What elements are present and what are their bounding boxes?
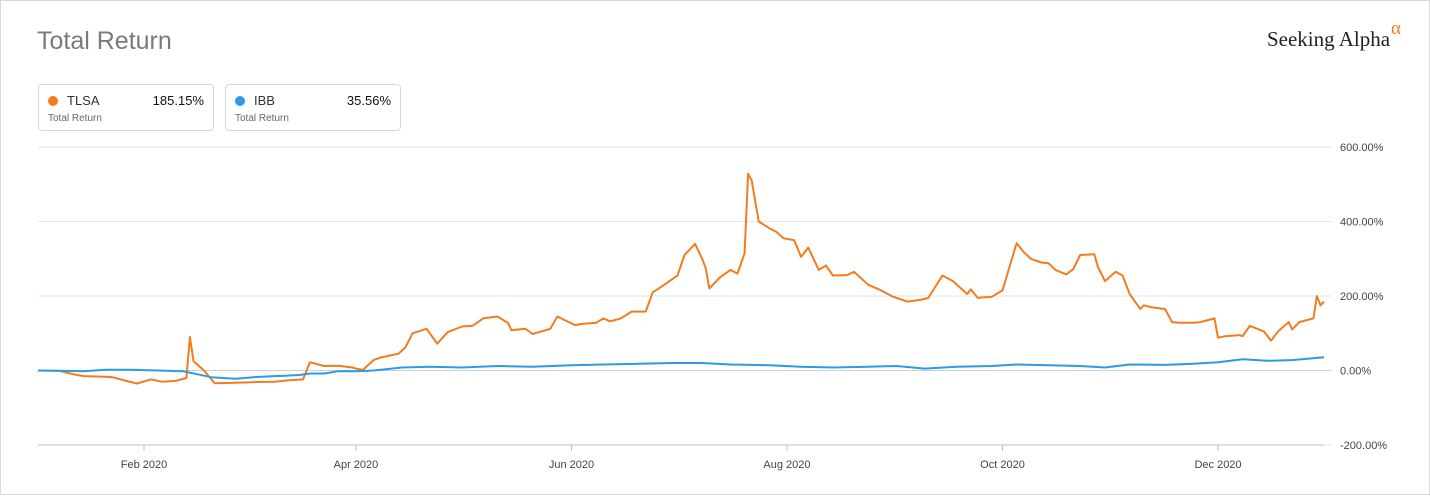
x-tick-label: Jun 2020 (549, 459, 594, 471)
y-tick-label: 400.00% (1340, 217, 1384, 229)
seeking-alpha-logo[interactable]: Seeking Alphaα (1266, 18, 1401, 52)
legend-ticker: TLSA (67, 93, 100, 108)
legend-ticker: IBB (254, 93, 275, 108)
legend-value: 35.56% (346, 93, 391, 108)
alpha-icon: α (1391, 18, 1401, 39)
legend-value: 185.15% (152, 93, 204, 108)
series-line-tlsa (37, 172, 1325, 385)
x-tick-label: Dec 2020 (1194, 459, 1241, 471)
x-tick-label: Aug 2020 (763, 459, 810, 471)
brand-name: Seeking Alpha (1266, 27, 1391, 51)
legend-item-tlsa[interactable]: TLSA 185.15% Total Return (38, 84, 214, 131)
legend-item-ibb[interactable]: IBB 35.56% Total Return (225, 84, 401, 131)
y-tick-label: -200.00% (1340, 440, 1387, 452)
chart-title: Total Return (37, 27, 172, 55)
x-tick-label: Feb 2020 (121, 459, 167, 471)
legend-sublabel: Total Return (235, 113, 289, 124)
y-tick-label: 0.00% (1340, 366, 1371, 378)
ibb-color-dot (235, 96, 245, 106)
x-tick-label: Oct 2020 (980, 459, 1025, 471)
x-tick-label: Apr 2020 (334, 459, 379, 471)
legend-sublabel: Total Return (48, 113, 102, 124)
y-tick-label: 600.00% (1340, 142, 1384, 154)
series-line-ibb (37, 356, 1325, 380)
y-tick-label: 200.00% (1340, 291, 1384, 303)
tlsa-color-dot (48, 96, 58, 106)
